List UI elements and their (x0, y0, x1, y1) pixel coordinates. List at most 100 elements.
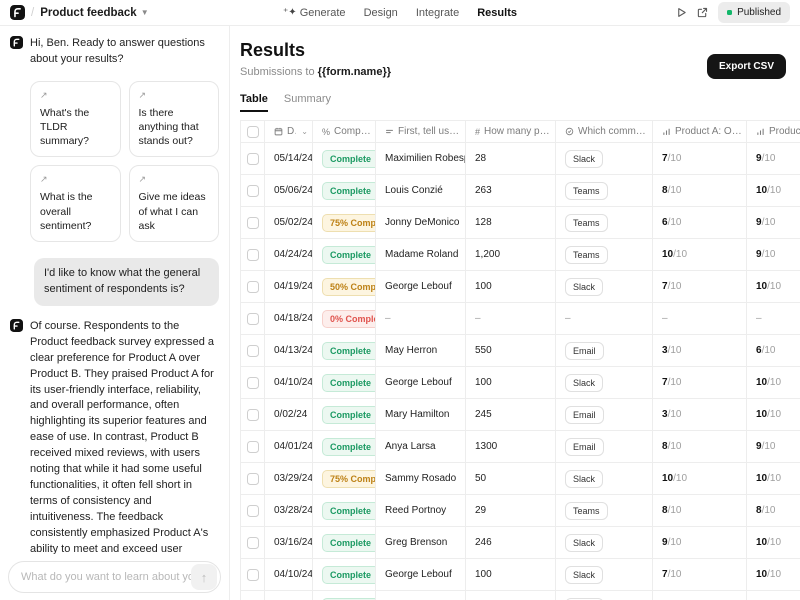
table-row[interactable]: 0/02/24 Complete Mary Hamilton 245 Email… (240, 398, 800, 431)
status-badge: Complete (322, 501, 375, 520)
open-external-icon[interactable] (697, 7, 708, 18)
table-row[interactable]: 04/01/24 Complete Anya Larsa 1300 Email … (240, 430, 800, 463)
cell-status: Complete (312, 142, 376, 175)
cell-status: Complete (312, 558, 376, 591)
cell-name: Sammy Rosado (375, 462, 466, 495)
table-row[interactable]: 04/10/24 Complete George Lebouf 100 Slac… (240, 366, 800, 399)
row-checkbox[interactable] (247, 344, 259, 357)
row-checkbox[interactable] (247, 408, 259, 421)
table-row[interactable]: 03/28/24 Complete Reed Portnoy 29 Teams … (240, 494, 800, 527)
tab-summary[interactable]: Summary (283, 93, 331, 105)
bot-avatar (10, 36, 23, 49)
column-header[interactable]: Date ⌄ (264, 120, 313, 143)
chevron-down-icon[interactable]: ▼ (140, 8, 149, 17)
column-header[interactable]: Product A: On a sca… (652, 120, 747, 143)
row-checkbox[interactable] (247, 536, 259, 549)
preview-play-icon[interactable] (676, 7, 687, 18)
suggestion-card[interactable]: ↗ What is the overall sentiment? (30, 165, 121, 242)
column-header[interactable]: Product B: On a sca… (746, 120, 800, 143)
app-logo-icon[interactable] (10, 5, 25, 20)
row-checkbox[interactable] (247, 440, 259, 453)
table-row[interactable]: 05/06/24 Complete Louis Conzié 263 Teams… (240, 174, 800, 207)
cell-channel: Email (555, 398, 653, 431)
nav-tab-integrate[interactable]: Integrate (415, 6, 460, 19)
table-row[interactable]: 05/02/24 75% Complete Jonny DeMonico 128… (240, 206, 800, 239)
chat-history[interactable]: Hi, Ben. Ready to answer questions about… (0, 26, 229, 600)
results-panel: Results Submissions to {{form.name}} Exp… (230, 26, 800, 600)
row-checkbox[interactable] (247, 216, 259, 229)
status-badge: Complete (322, 565, 375, 584)
chat-input[interactable] (21, 571, 191, 583)
table-row[interactable]: 04/13/24 Complete May Herron 550 Email 3… (240, 334, 800, 367)
cell-date: 0/02/24 (264, 398, 313, 431)
row-checkbox[interactable] (247, 312, 259, 325)
cell-date: 04/24/24 (264, 238, 313, 271)
row-checkbox[interactable] (247, 280, 259, 293)
cell-product-b: 9/10 (746, 430, 800, 463)
table-row[interactable]: 04/10/24 Complete George Lebouf 100 Slac… (240, 558, 800, 591)
cell-people: 550 (465, 334, 556, 367)
top-bar: / Product feedback ▼ ⁺✦ Generate Design … (0, 0, 800, 26)
table-row[interactable]: 04/19/24 50% Complete George Lebouf 100 … (240, 270, 800, 303)
column-header[interactable]: First, tell us your n… (375, 120, 466, 143)
cell-people: – (465, 302, 556, 335)
arrow-up-right-icon: ↗ (138, 174, 147, 185)
status-badge: Complete (322, 341, 375, 360)
arrow-up-right-icon: ↗ (138, 89, 147, 100)
cell-people: 28 (465, 142, 556, 175)
cell-name: Mary Hamilton (375, 590, 466, 600)
short-text-icon (385, 127, 394, 136)
page-title: Results (240, 40, 306, 60)
cell-status: Complete (312, 526, 376, 559)
cell-date: 04/10/24 (264, 558, 313, 591)
cell-channel: Email (555, 590, 653, 600)
nav-tab-generate[interactable]: ⁺✦ Generate (283, 6, 346, 19)
cell-name: Maximilien Robespierre (375, 142, 466, 175)
nav-tab-results[interactable]: Results (477, 6, 517, 19)
suggestion-card[interactable]: ↗ Give me ideas of what I can ask (128, 165, 219, 242)
nav-tab-design[interactable]: Design (363, 6, 398, 19)
cell-status: 75% Complete (312, 462, 376, 495)
table-row[interactable]: 04/24/24 Complete Madame Roland 1,200 Te… (240, 238, 800, 271)
select-all-checkbox[interactable] (247, 125, 259, 138)
column-header[interactable]: % Complete (312, 120, 376, 143)
export-csv-button[interactable]: Export CSV (706, 54, 786, 79)
column-header[interactable]: # How many people wo… (465, 120, 556, 143)
cell-name: May Herron (375, 334, 466, 367)
cell-product-a: 3/10 (652, 590, 747, 600)
cell-product-a: 9/10 (652, 526, 747, 559)
row-checkbox[interactable] (247, 472, 259, 485)
cell-channel: Teams (555, 494, 653, 527)
table-row[interactable]: 0/02/24 Complete Mary Hamilton 245 Email… (240, 590, 800, 600)
tab-table[interactable]: Table (240, 93, 268, 112)
form-title[interactable]: Product feedback (40, 6, 137, 19)
bot-message: Of course. Respondents to the Product fe… (10, 318, 219, 590)
table-row[interactable]: 04/18/24 0% Complete – – – – – (240, 302, 800, 335)
results-tabs: Table Summary (240, 93, 800, 112)
cell-date: 04/10/24 (264, 366, 313, 399)
row-checkbox[interactable] (247, 184, 259, 197)
column-header[interactable]: Which communication… (555, 120, 653, 143)
row-checkbox[interactable] (247, 568, 259, 581)
cell-product-b: 10/10 (746, 462, 800, 495)
table-row[interactable]: 03/29/24 75% Complete Sammy Rosado 50 Sl… (240, 462, 800, 495)
status-badge: 75% Complete (322, 469, 375, 488)
sort-chevron-icon[interactable]: ⌄ (301, 127, 308, 136)
row-checkbox[interactable] (247, 376, 259, 389)
row-checkbox[interactable] (247, 504, 259, 517)
rating-icon (756, 127, 765, 136)
channel-chip: Teams (565, 501, 608, 520)
table-row[interactable]: 03/16/24 Complete Greg Brenson 246 Slack… (240, 526, 800, 559)
cell-channel: – (555, 302, 653, 335)
row-checkbox[interactable] (247, 152, 259, 165)
suggestion-card[interactable]: ↗ Is there anything that stands out? (128, 80, 219, 158)
table-row[interactable]: 05/14/24 Complete Maximilien Robespierre… (240, 142, 800, 175)
suggestion-card[interactable]: ↗ What's the TLDR summary? (30, 80, 121, 158)
cell-product-a: 10/10 (652, 462, 747, 495)
published-button[interactable]: Published (718, 2, 790, 23)
row-checkbox[interactable] (247, 248, 259, 261)
send-button[interactable]: ↑ (191, 564, 217, 590)
cell-product-a: 7/10 (652, 366, 747, 399)
cell-product-b: 10/10 (746, 366, 800, 399)
cell-date: 03/29/24 (264, 462, 313, 495)
